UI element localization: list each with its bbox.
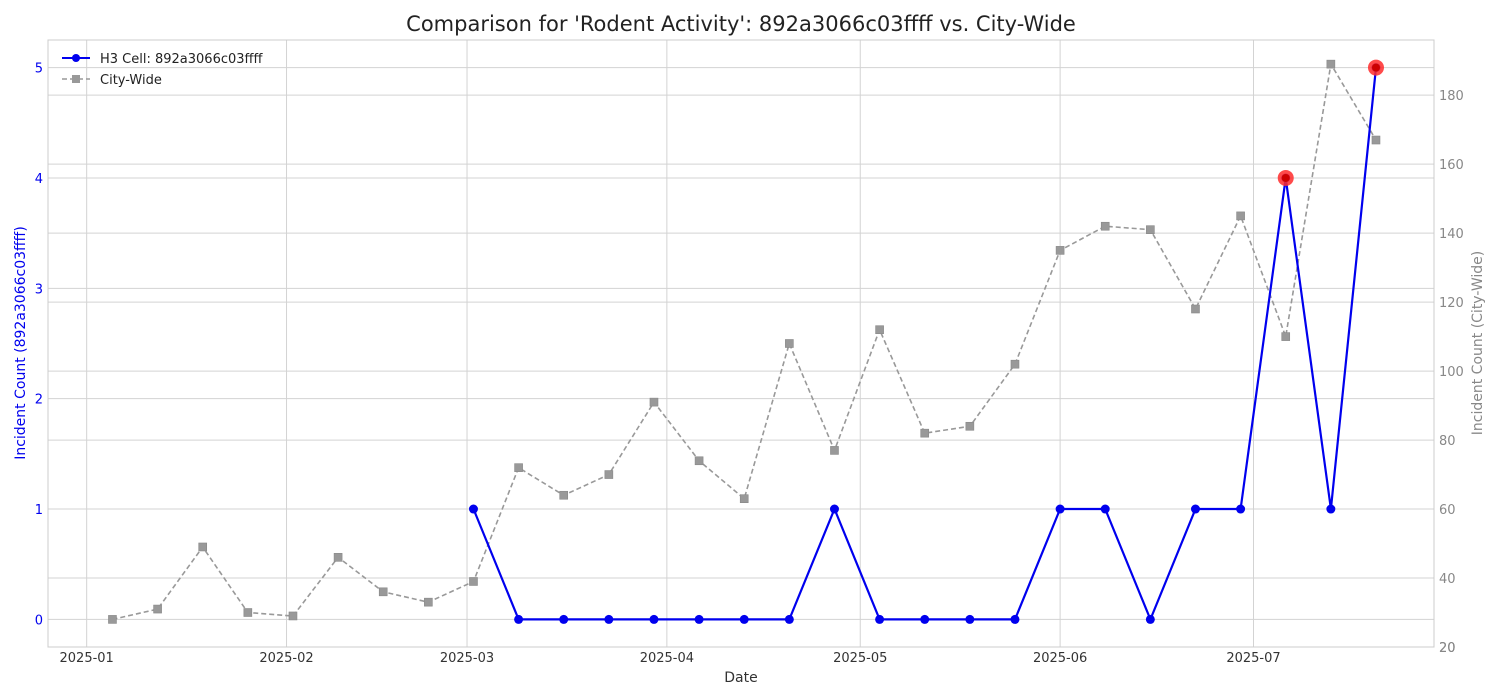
data-point-city-wide: [288, 611, 298, 621]
data-point-h3-cell: [1326, 504, 1336, 514]
data-point-city-wide: [1326, 59, 1336, 69]
data-point-city-wide: [830, 446, 839, 455]
data-point-city-wide: [469, 577, 478, 586]
data-point-city-wide: [875, 325, 884, 335]
data-point-city-wide: [1371, 135, 1381, 145]
data-point-h3-cell: [604, 614, 614, 624]
x-tick-label: 2025-02: [259, 651, 313, 666]
y-axis-right-label: Incident Count (City-Wide): [1470, 251, 1486, 435]
data-point-city-wide: [1146, 225, 1155, 234]
data-point-h3-cell: [514, 614, 524, 624]
data-point-city-wide: [1191, 304, 1200, 314]
data-point-h3-cell: [965, 614, 975, 624]
data-point-h3-cell: [1010, 614, 1020, 624]
legend-marker-city-wide: [72, 75, 80, 83]
data-point-city-wide: [198, 542, 208, 552]
x-tick-label: 2025-03: [440, 651, 494, 666]
data-point-city-wide: [1236, 211, 1245, 221]
data-point-city-wide: [739, 494, 749, 503]
data-point-h3-cell: [694, 614, 704, 624]
data-point-city-wide: [424, 597, 433, 607]
y-left-tick-label: 1: [35, 503, 43, 518]
data-point-city-wide: [243, 608, 253, 617]
data-point-city-wide: [108, 615, 117, 624]
y-right-tick-label: 160: [1439, 158, 1464, 173]
y-right-tick-label: 20: [1439, 641, 1456, 656]
y-right-tick-label: 100: [1439, 365, 1464, 380]
x-tick-label: 2025-01: [60, 651, 114, 666]
y-left-tick-label: 3: [35, 282, 43, 297]
y-right-tick-label: 40: [1439, 572, 1456, 587]
data-point-city-wide: [559, 490, 569, 500]
x-tick-label: 2025-05: [833, 651, 887, 666]
data-point-h3-cell: [829, 504, 839, 514]
chart-title: Comparison for 'Rodent Activity': 892a30…: [406, 12, 1076, 36]
data-point-h3-cell: [468, 504, 478, 514]
data-point-city-wide: [694, 456, 704, 466]
data-point-city-wide: [785, 339, 794, 348]
series-line-city-wide: [112, 61, 1377, 621]
data-point-h3-cell: [649, 614, 659, 624]
data-point-city-wide: [1010, 359, 1020, 369]
data-point-city-wide: [378, 587, 388, 597]
y-left-tick-label: 2: [35, 393, 43, 408]
data-point-h3-cell: [1236, 504, 1246, 514]
data-point-h3-cell: [1100, 504, 1110, 514]
data-point-h3-cell: [784, 614, 794, 624]
data-point-h3-cell: [559, 614, 569, 624]
y-right-tick-label: 140: [1439, 227, 1464, 242]
y-left-tick-label: 0: [35, 613, 43, 628]
legend-label-h3-cell: H3 Cell: 892a3066c03ffff: [100, 52, 263, 67]
data-point-h3-cell: [1055, 504, 1065, 514]
x-tick-label: 2025-06: [1033, 651, 1087, 666]
data-point-city-wide: [1281, 332, 1291, 341]
data-point-h3-cell: [920, 614, 930, 624]
x-tick-label: 2025-04: [640, 651, 694, 666]
y-axis-left-label: Incident Count (892a3066c03ffff): [13, 226, 29, 460]
y-left-tick-label: 5: [35, 62, 43, 77]
data-point-city-wide: [153, 604, 162, 614]
data-point-h3-cell: [739, 614, 749, 624]
legend: H3 Cell: 892a3066c03ffff City-Wide: [62, 52, 263, 88]
data-point-h3-cell: [1190, 504, 1200, 514]
data-point-city-wide: [333, 553, 343, 562]
y-left-tick-label: 4: [35, 172, 43, 187]
highlighted-point-core: [1371, 63, 1380, 72]
legend-marker-h3-cell: [72, 54, 80, 62]
x-tick-label: 2025-07: [1226, 651, 1280, 666]
data-point-city-wide: [1055, 246, 1065, 255]
y-right-tick-label: 180: [1439, 89, 1464, 104]
plot-frame: [47, 39, 1435, 648]
series-layer: [108, 59, 1384, 624]
legend-label-city-wide: City-Wide: [100, 73, 162, 88]
data-point-city-wide: [920, 428, 930, 438]
y-right-tick-label: 120: [1439, 296, 1464, 311]
highlighted-point-core: [1281, 173, 1290, 182]
data-point-city-wide: [604, 470, 614, 479]
data-point-city-wide: [514, 463, 523, 472]
y-right-tick-label: 20: [1439, 641, 1456, 656]
x-axis-label: Date: [724, 670, 757, 686]
data-point-city-wide: [965, 421, 975, 431]
data-point-h3-cell: [875, 614, 885, 624]
data-point-city-wide: [649, 397, 659, 407]
tick-layer: 2025-01 2025-02 2025-03 2025-04 2025-05 2025-…: [35, 62, 1464, 666]
y-right-tick-label: 80: [1439, 434, 1456, 449]
data-point-city-wide: [1100, 221, 1110, 231]
data-point-h3-cell: [1145, 614, 1155, 624]
y-right-tick-label: 60: [1439, 503, 1456, 518]
